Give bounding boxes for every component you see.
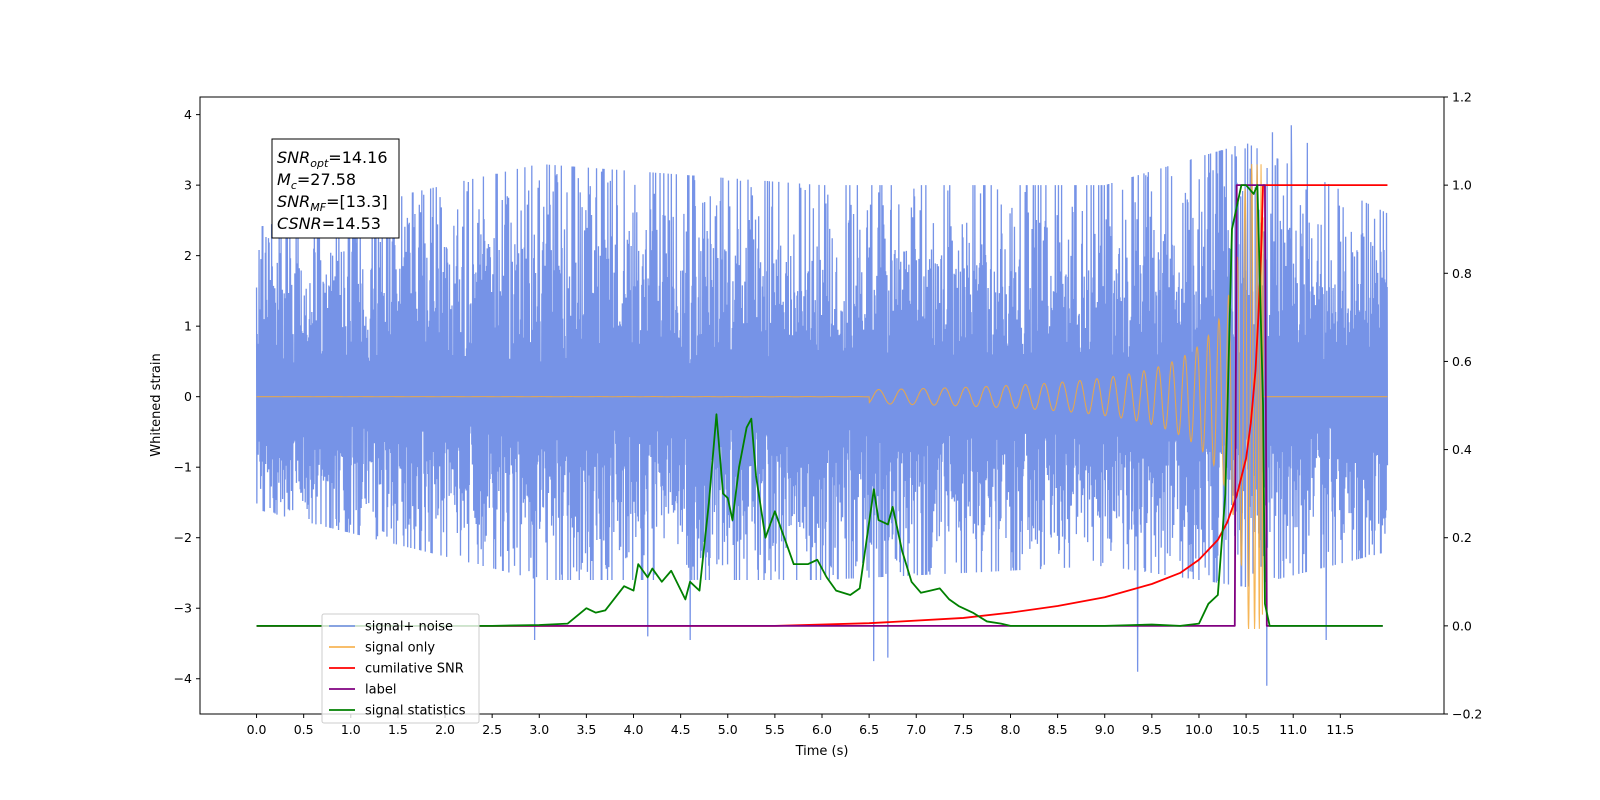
y2-tick-label: −0.2	[1452, 707, 1482, 722]
annotation-symbol: CSNR	[277, 214, 322, 233]
annotation-value: =27.58	[297, 170, 356, 189]
y-tick-label: −1	[174, 460, 192, 475]
y-tick-label: −2	[174, 530, 192, 545]
annotation-symbol: SNR	[277, 148, 310, 167]
y-tick-label: 0	[184, 389, 192, 404]
x-tick-label: 3.0	[529, 722, 549, 737]
x-tick-label: 7.0	[906, 722, 926, 737]
annotation-line: Mc=27.58	[277, 170, 356, 192]
y-tick-label: −4	[174, 671, 192, 686]
y2-tick-label: 0.6	[1452, 354, 1472, 369]
annotation-subscript: c	[291, 179, 297, 192]
y-axis-right: −0.2 0.0 0.2 0.4 0.6 0.8 1.0 1.2	[1444, 90, 1482, 722]
x-tick-label: 6.0	[812, 722, 832, 737]
x-tick-label: 7.5	[953, 722, 973, 737]
x-tick-label: 4.5	[671, 722, 691, 737]
legend-entry: cumilative SNR	[365, 662, 464, 677]
x-tick-label: 1.0	[341, 722, 361, 737]
x-tick-label: 3.5	[576, 722, 596, 737]
x-tick-label: 9.5	[1142, 722, 1162, 737]
series-layer	[255, 125, 1389, 686]
signal-statistics-line	[256, 184, 1383, 627]
x-axis: 0.0 0.5 1.0 1.5 2.0 2.5 3.0 3.5 4.0 4.5 5.0 5.5 6.0 6…	[247, 714, 1354, 737]
x-tick-label: 2.5	[482, 722, 502, 737]
signal-noise-line	[255, 125, 1389, 686]
legend-entry: label	[365, 683, 396, 698]
x-tick-label: 11.0	[1279, 722, 1307, 737]
legend-entry: signal only	[365, 641, 435, 656]
y-tick-label: 4	[184, 107, 192, 122]
annotation-box: SNRopt=14.16Mc=27.58SNRMF=[13.3]CSNR=14.…	[271, 138, 400, 239]
annotation-value: =14.16	[328, 148, 387, 167]
y2-tick-label: 0.8	[1452, 266, 1472, 281]
x-tick-label: 10.0	[1185, 722, 1213, 737]
x-tick-label: 5.5	[765, 722, 785, 737]
y-tick-label: −3	[174, 601, 192, 616]
x-tick-label: 2.0	[435, 722, 455, 737]
y-axis-left: −4 −3 −2 −1 0 1 2 3 4	[174, 107, 200, 686]
cumilative-snr-line	[256, 184, 1388, 627]
x-tick-label: 1.5	[388, 722, 408, 737]
annotation-symbol: M	[277, 170, 291, 189]
x-tick-label: 10.5	[1232, 722, 1260, 737]
annotation-line: CSNR=14.53	[277, 214, 381, 233]
y-tick-label: 1	[184, 319, 192, 334]
y2-tick-label: 1.0	[1452, 178, 1472, 193]
x-tick-label: 6.5	[859, 722, 879, 737]
x-tick-label: 0.5	[294, 722, 314, 737]
y2-tick-label: 1.2	[1452, 90, 1472, 105]
x-tick-label: 8.5	[1048, 722, 1068, 737]
x-tick-label: 9.0	[1095, 722, 1115, 737]
legend: signal+ noise signal only cumilative SNR la…	[321, 613, 480, 724]
x-tick-label: 5.0	[718, 722, 738, 737]
annotation-symbol: SNR	[277, 192, 310, 211]
annotation-subscript: MF	[310, 201, 326, 214]
y-tick-label: 2	[184, 248, 192, 263]
y2-tick-label: 0.4	[1452, 442, 1472, 457]
annotation-frame	[271, 138, 400, 239]
x-axis-label: Time (s)	[795, 744, 849, 759]
annotation-value: =[13.3]	[326, 192, 388, 211]
annotation-subscript: opt	[310, 157, 329, 170]
legend-entry: signal statistics	[365, 704, 466, 719]
annotation-value: =14.53	[322, 214, 381, 233]
x-tick-label: 4.0	[624, 722, 644, 737]
y2-tick-label: 0.0	[1452, 618, 1472, 633]
x-tick-label: 11.5	[1326, 722, 1354, 737]
y-tick-label: 3	[184, 178, 192, 193]
y2-tick-label: 0.2	[1452, 530, 1472, 545]
x-tick-label: 8.0	[1001, 722, 1021, 737]
annotation-line: SNRMF=[13.3]	[277, 192, 388, 214]
legend-frame	[321, 613, 480, 724]
y-axis-label: Whitened strain	[149, 353, 164, 456]
legend-entry: signal+ noise	[365, 620, 453, 635]
x-tick-label: 0.0	[247, 722, 267, 737]
annotation-line: SNRopt=14.16	[277, 148, 388, 170]
signal-only-line	[256, 163, 1388, 630]
